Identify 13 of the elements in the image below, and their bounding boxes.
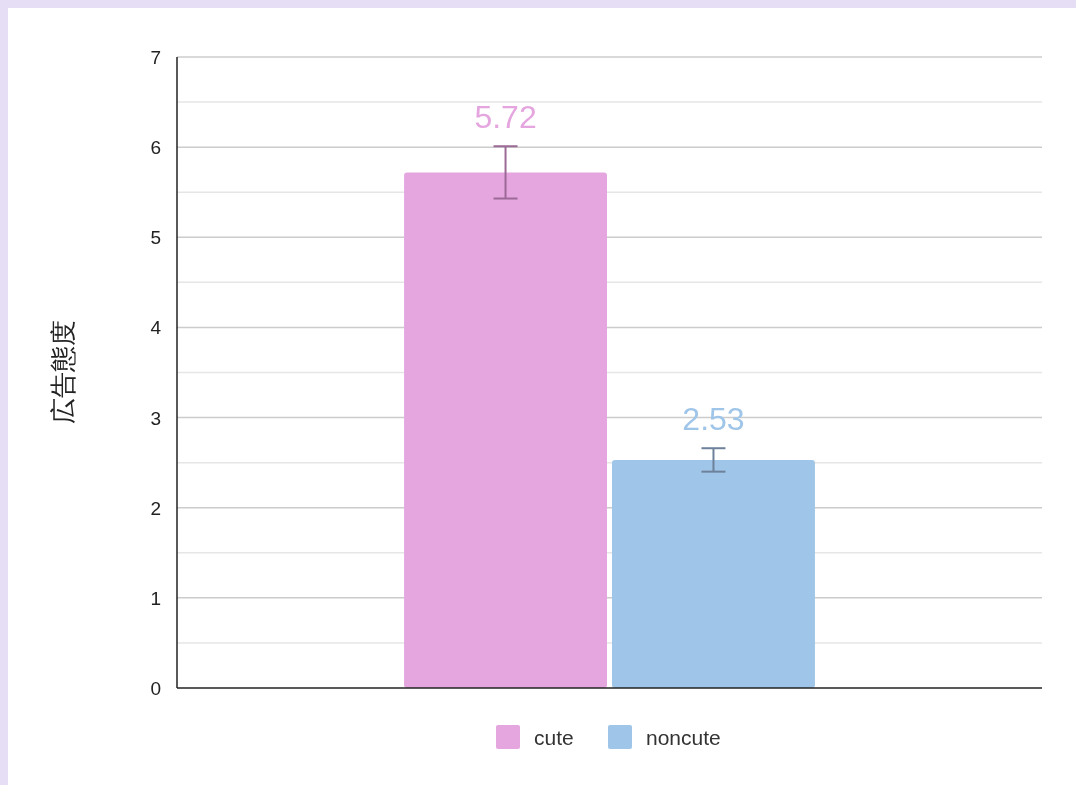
legend-label: noncute — [646, 726, 721, 749]
y-tick-label: 5 — [150, 227, 161, 249]
y-axis-title: 広告態度 — [48, 320, 78, 424]
legend-label: cute — [534, 726, 574, 749]
y-tick-label: 4 — [150, 317, 162, 339]
data-label: 5.72 — [474, 99, 537, 136]
y-tick-label: 2 — [150, 497, 161, 519]
y-tick-label: 7 — [150, 47, 161, 68]
y-tick-label: 0 — [150, 678, 161, 699]
y-tick-label: 6 — [150, 137, 161, 159]
data-label: 2.53 — [682, 401, 745, 438]
y-tick-label: 1 — [150, 587, 161, 609]
y-tick-label: 3 — [150, 407, 161, 429]
